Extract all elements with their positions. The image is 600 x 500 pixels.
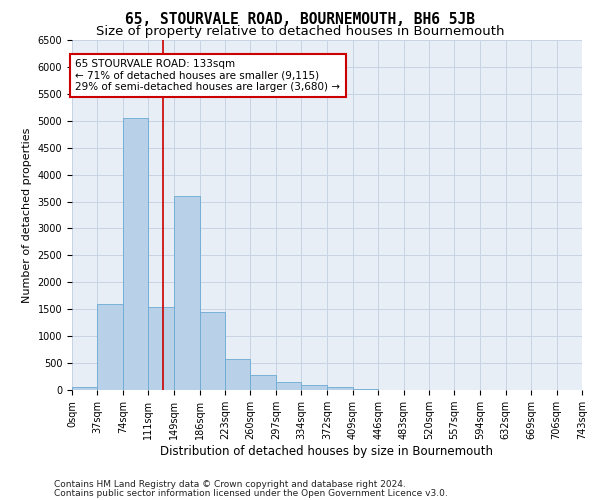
- Bar: [174, 196, 200, 390]
- Text: Contains HM Land Registry data © Crown copyright and database right 2024.: Contains HM Land Registry data © Crown c…: [54, 480, 406, 489]
- Bar: [301, 385, 328, 390]
- Text: 65 STOURVALE ROAD: 133sqm
← 71% of detached houses are smaller (9,115)
29% of se: 65 STOURVALE ROAD: 133sqm ← 71% of detac…: [76, 59, 340, 92]
- Bar: [250, 376, 276, 390]
- Bar: [97, 304, 123, 390]
- Bar: [225, 360, 250, 390]
- Bar: [328, 387, 353, 390]
- Text: 65, STOURVALE ROAD, BOURNEMOUTH, BH6 5JB: 65, STOURVALE ROAD, BOURNEMOUTH, BH6 5JB: [125, 12, 475, 28]
- Text: Contains public sector information licensed under the Open Government Licence v3: Contains public sector information licen…: [54, 488, 448, 498]
- Bar: [148, 306, 174, 390]
- Bar: [123, 118, 148, 390]
- Bar: [276, 382, 301, 390]
- Bar: [200, 312, 225, 390]
- Y-axis label: Number of detached properties: Number of detached properties: [22, 128, 32, 302]
- X-axis label: Distribution of detached houses by size in Bournemouth: Distribution of detached houses by size …: [161, 445, 493, 458]
- Text: Size of property relative to detached houses in Bournemouth: Size of property relative to detached ho…: [96, 25, 504, 38]
- Bar: [72, 388, 97, 390]
